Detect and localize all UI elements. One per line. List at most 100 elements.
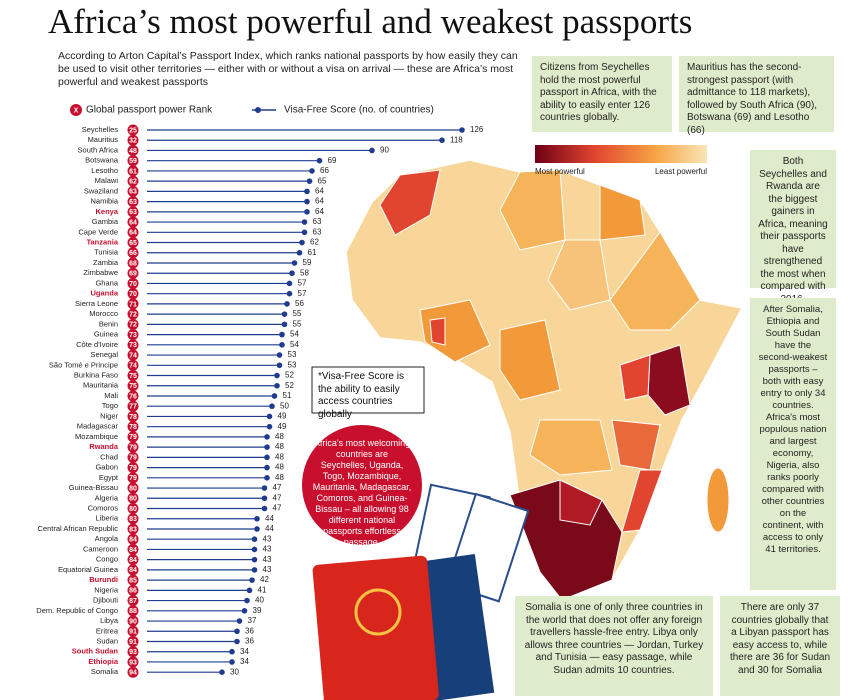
score-label: 64 [315,186,324,195]
country-label: Seychelles [82,125,119,134]
rank-label: 79 [129,455,137,462]
score-label: 49 [278,422,287,431]
score-dot [254,515,260,522]
score-label: 55 [293,309,302,318]
country-label: Liberia [95,514,118,523]
country-label: Comoros [88,503,119,512]
rank-label: 63 [129,209,137,216]
score-label: 34 [240,657,249,666]
rank-label: 93 [129,659,137,666]
rank-label: 74 [129,352,137,359]
rank-label: 78 [129,414,137,421]
colorbar-high: Least powerful [655,167,707,176]
rank-marker [127,370,139,382]
rank-label: 84 [129,547,137,554]
rank-label: 65 [129,240,137,247]
rank-marker [127,359,139,371]
score-label: 34 [240,647,249,656]
score-label: 59 [303,258,312,267]
score-label: 118 [450,135,463,144]
info-box: Citizens from Seychelles hold the most p… [532,56,672,132]
rank-label: 48 [129,148,137,155]
country-label: Angola [95,534,119,543]
rank-marker [127,318,139,330]
rank-label: 70 [129,281,137,288]
rank-label: 85 [129,577,137,584]
score-dot [274,372,280,379]
score-dot [301,229,308,236]
score-label: 41 [258,585,267,594]
rank-marker [127,666,139,678]
country-label: Morocco [89,309,118,318]
country-label: Chad [100,452,118,461]
score-label: 64 [315,197,324,206]
country-label: Ethiopia [88,657,118,666]
score-label: 57 [298,289,307,298]
rank-label: 80 [129,496,137,503]
score-label: 54 [290,340,299,349]
rank-label: 71 [129,301,137,308]
score-label: 52 [285,371,294,380]
score-dot [219,669,225,675]
country-label: Libya [100,616,119,625]
rank-label: 59 [129,158,137,165]
rank-marker [127,410,139,422]
score-label: 42 [260,575,269,584]
info-box: Mauritius has the second-strongest passp… [679,56,834,136]
score-label: 54 [290,330,299,339]
rank-label: 90 [129,618,137,625]
score-dot [304,198,310,205]
score-dot [291,260,298,266]
country-label: Tanzania [86,238,118,247]
rank-marker [127,574,139,586]
country-label: Nigeria [94,585,119,594]
score-label: 55 [293,319,302,328]
country-label: Algeria [95,493,119,502]
rank-marker [127,441,139,453]
score-label: 63 [313,217,322,226]
score-dot [264,434,270,440]
score-dot [266,423,273,430]
rank-label: 72 [129,322,137,329]
country-label: Zambia [93,258,119,267]
rank-label: 93 [129,649,137,656]
score-label: 43 [263,565,272,574]
score-label: 48 [275,452,284,461]
info-box: Both Seychelles and Rwanda are the bigge… [750,150,836,305]
score-label: 39 [253,606,262,615]
rank-marker [127,144,139,156]
score-dot [274,382,280,389]
rank-label: 80 [129,485,137,492]
intro: According to Arton Capital’s Passport In… [58,50,518,88]
country-label: Sudan [96,636,118,645]
colorbar-low: Most powerful [535,167,585,176]
score-label: 69 [328,156,337,165]
score-label: 43 [263,555,272,564]
rank-label: 87 [129,598,137,605]
score-label: 37 [248,616,257,625]
score-label: 53 [288,360,297,369]
rank-marker [127,247,139,259]
title: Africa’s most powerful and weakest passp… [48,2,693,41]
score-label: 44 [265,514,274,523]
score-dot [269,403,275,410]
country-label: Malawi [95,176,119,185]
country-label: Namibia [90,197,118,206]
country-label: Gambia [92,217,119,226]
country-label: Congo [96,555,118,564]
score-dot [289,270,295,277]
score-label: 43 [263,545,272,554]
score-label: 47 [273,493,282,502]
country-label: Guinea-Bissau [69,483,118,492]
rank-marker [127,554,139,566]
rank-label: 78 [129,424,137,431]
rank-label: 73 [129,342,137,349]
score-label: 43 [263,534,272,543]
score-label: 48 [275,473,284,482]
rank-marker [127,267,139,279]
score-dot [261,505,268,512]
score-dot [369,147,375,154]
score-label: 52 [285,381,294,390]
rank-marker [127,185,139,197]
rank-marker [127,605,139,617]
